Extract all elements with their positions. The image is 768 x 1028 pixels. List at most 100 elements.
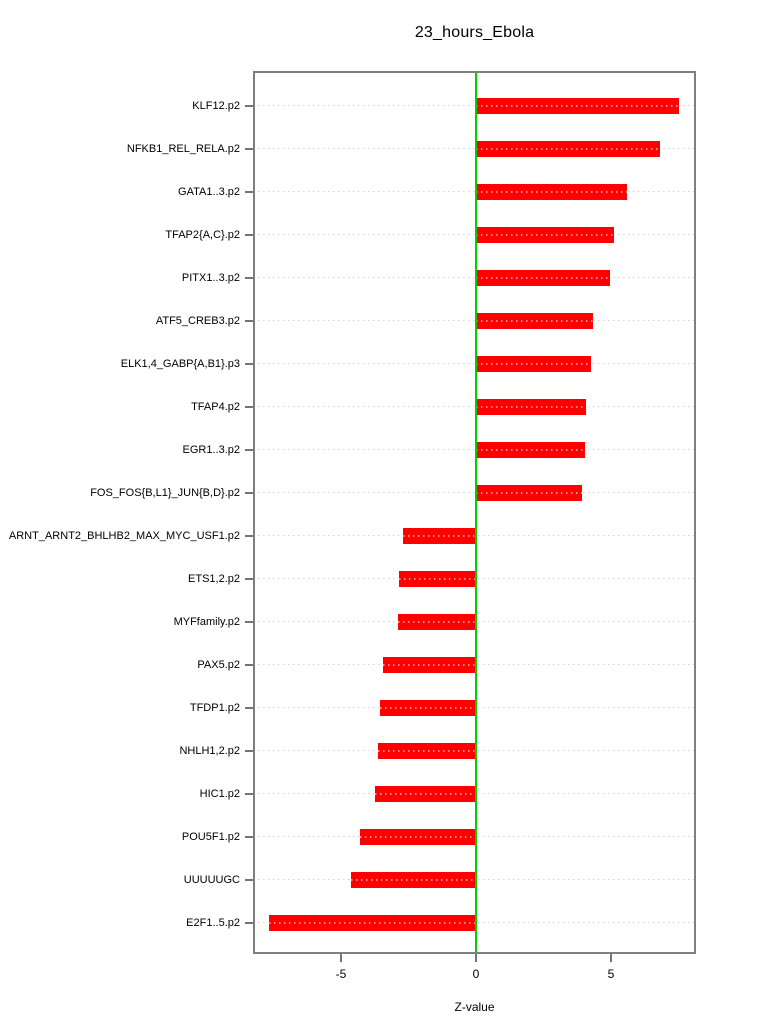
gridline xyxy=(253,448,696,451)
zero-line xyxy=(475,71,477,954)
y-tick xyxy=(245,276,253,279)
y-label: PITX1..3.p2 xyxy=(181,271,240,284)
gridline xyxy=(253,362,696,365)
plot-area: Z-value KLF12.p2 NFKB1_REL_RELA.p2 GATA1..… xyxy=(9,71,696,1014)
bar-gridline-overlay xyxy=(476,362,591,365)
bar-gridline-overlay xyxy=(476,190,628,193)
bar-UUUUUGC xyxy=(350,871,476,888)
bar-gridline-overlay xyxy=(403,534,476,537)
gridline xyxy=(253,405,696,408)
y-label: ATF5_CREB3.p2 xyxy=(155,314,240,327)
bar-ATF5_CREB3.p2 xyxy=(476,312,593,329)
gridline xyxy=(253,491,696,494)
x-tick-label: 5 xyxy=(607,967,615,981)
y-tick xyxy=(245,577,253,580)
bar-TFAP4.p2 xyxy=(476,398,586,415)
y-tick xyxy=(245,362,253,365)
gridline xyxy=(253,276,696,279)
gridline xyxy=(253,319,696,322)
y-tick xyxy=(245,104,253,107)
bar-gridline-overlay xyxy=(377,749,476,752)
y-label: PAX5.p2 xyxy=(197,658,240,671)
y-tick xyxy=(245,749,253,752)
bar-gridline-overlay xyxy=(375,792,476,795)
y-label: NFKB1_REL_RELA.p2 xyxy=(126,142,240,155)
bar-PAX5.p2 xyxy=(383,656,476,673)
y-tick xyxy=(245,706,253,709)
bar-gridline-overlay xyxy=(476,276,611,279)
bar-TFAP2{A,C}.p2 xyxy=(476,226,614,243)
y-tick xyxy=(245,405,253,408)
bar-EGR1..3.p2 xyxy=(476,441,586,458)
y-label: HIC1.p2 xyxy=(199,787,240,800)
gridline xyxy=(253,190,696,193)
bar-FOS_FOS{B,L1}_JUN{B,D}.p2 xyxy=(476,484,582,501)
bar-POU5F1.p2 xyxy=(359,828,476,845)
bar-KLF12.p2 xyxy=(476,97,680,114)
y-label: EGR1..3.p2 xyxy=(182,443,240,456)
bar-gridline-overlay xyxy=(476,147,660,150)
x-tick xyxy=(475,954,477,962)
x-axis-label: Z-value xyxy=(454,1000,495,1014)
x-tick xyxy=(610,954,612,962)
y-tick xyxy=(245,491,253,494)
y-tick xyxy=(245,792,253,795)
bar-MYFfamily.p2 xyxy=(398,613,476,630)
bar-gridline-overlay xyxy=(399,577,476,580)
bar-ELK1,4_GABP{A,B1}.p3 xyxy=(476,355,591,372)
y-tick xyxy=(245,663,253,666)
y-tick xyxy=(245,448,253,451)
bar-gridline-overlay xyxy=(476,405,586,408)
y-label: POU5F1.p2 xyxy=(181,830,240,843)
bar-E2F1..5.p2 xyxy=(268,914,476,931)
bar-gridline-overlay xyxy=(476,104,680,107)
y-label: GATA1..3.p2 xyxy=(178,185,240,198)
y-label: E2F1..5.p2 xyxy=(186,916,240,929)
x-tick-label: -5 xyxy=(335,967,347,981)
chart-title: 23_hours_Ebola xyxy=(414,24,535,41)
bar-NHLH1,2.p2 xyxy=(377,742,476,759)
bar-gridline-overlay xyxy=(476,491,582,494)
gridline xyxy=(253,233,696,236)
y-label: ELK1,4_GABP{A,B1}.p3 xyxy=(120,357,240,370)
y-tick xyxy=(245,534,253,537)
y-label: ETS1,2.p2 xyxy=(188,572,240,585)
y-label: TFAP4.p2 xyxy=(191,400,240,413)
y-label: TFAP2{A,C}.p2 xyxy=(165,228,240,241)
y-label: NHLH1,2.p2 xyxy=(179,744,240,757)
y-tick xyxy=(245,319,253,322)
bar-gridline-overlay xyxy=(398,620,476,623)
bar-PITX1..3.p2 xyxy=(476,269,611,286)
bar-gridline-overlay xyxy=(476,319,593,322)
bar-gridline-overlay xyxy=(359,835,476,838)
x-tick xyxy=(340,954,342,962)
y-label: UUUUUGC xyxy=(183,873,240,886)
bar-GATA1..3.p2 xyxy=(476,183,628,200)
y-label: TFDP1.p2 xyxy=(189,701,240,714)
y-tick xyxy=(245,921,253,924)
y-label: FOS_FOS{B,L1}_JUN{B,D}.p2 xyxy=(90,486,240,499)
x-tick-label: 0 xyxy=(472,967,480,981)
y-tick xyxy=(245,878,253,881)
bar-ETS1,2.p2 xyxy=(399,570,476,587)
bar-gridline-overlay xyxy=(380,706,476,709)
y-label: ARNT_ARNT2_BHLHB2_MAX_MYC_USF1.p2 xyxy=(8,529,240,542)
bar-NFKB1_REL_RELA.p2 xyxy=(476,140,660,157)
bar-gridline-overlay xyxy=(476,233,614,236)
bar-TFDP1.p2 xyxy=(380,699,476,716)
gridline xyxy=(253,104,696,107)
y-tick xyxy=(245,233,253,236)
bar-gridline-overlay xyxy=(383,663,476,666)
y-label: MYFfamily.p2 xyxy=(173,615,240,628)
bar-gridline-overlay xyxy=(476,448,586,451)
y-tick xyxy=(245,620,253,623)
bar-gridline-overlay xyxy=(268,921,476,924)
y-tick xyxy=(245,147,253,150)
bar-ARNT_ARNT2_BHLHB2_MAX_MYC_USF1.p2 xyxy=(403,527,476,544)
y-tick xyxy=(245,190,253,193)
bar-gridline-overlay xyxy=(350,878,476,881)
y-tick xyxy=(245,835,253,838)
gridline xyxy=(253,147,696,150)
bar-HIC1.p2 xyxy=(375,785,476,802)
